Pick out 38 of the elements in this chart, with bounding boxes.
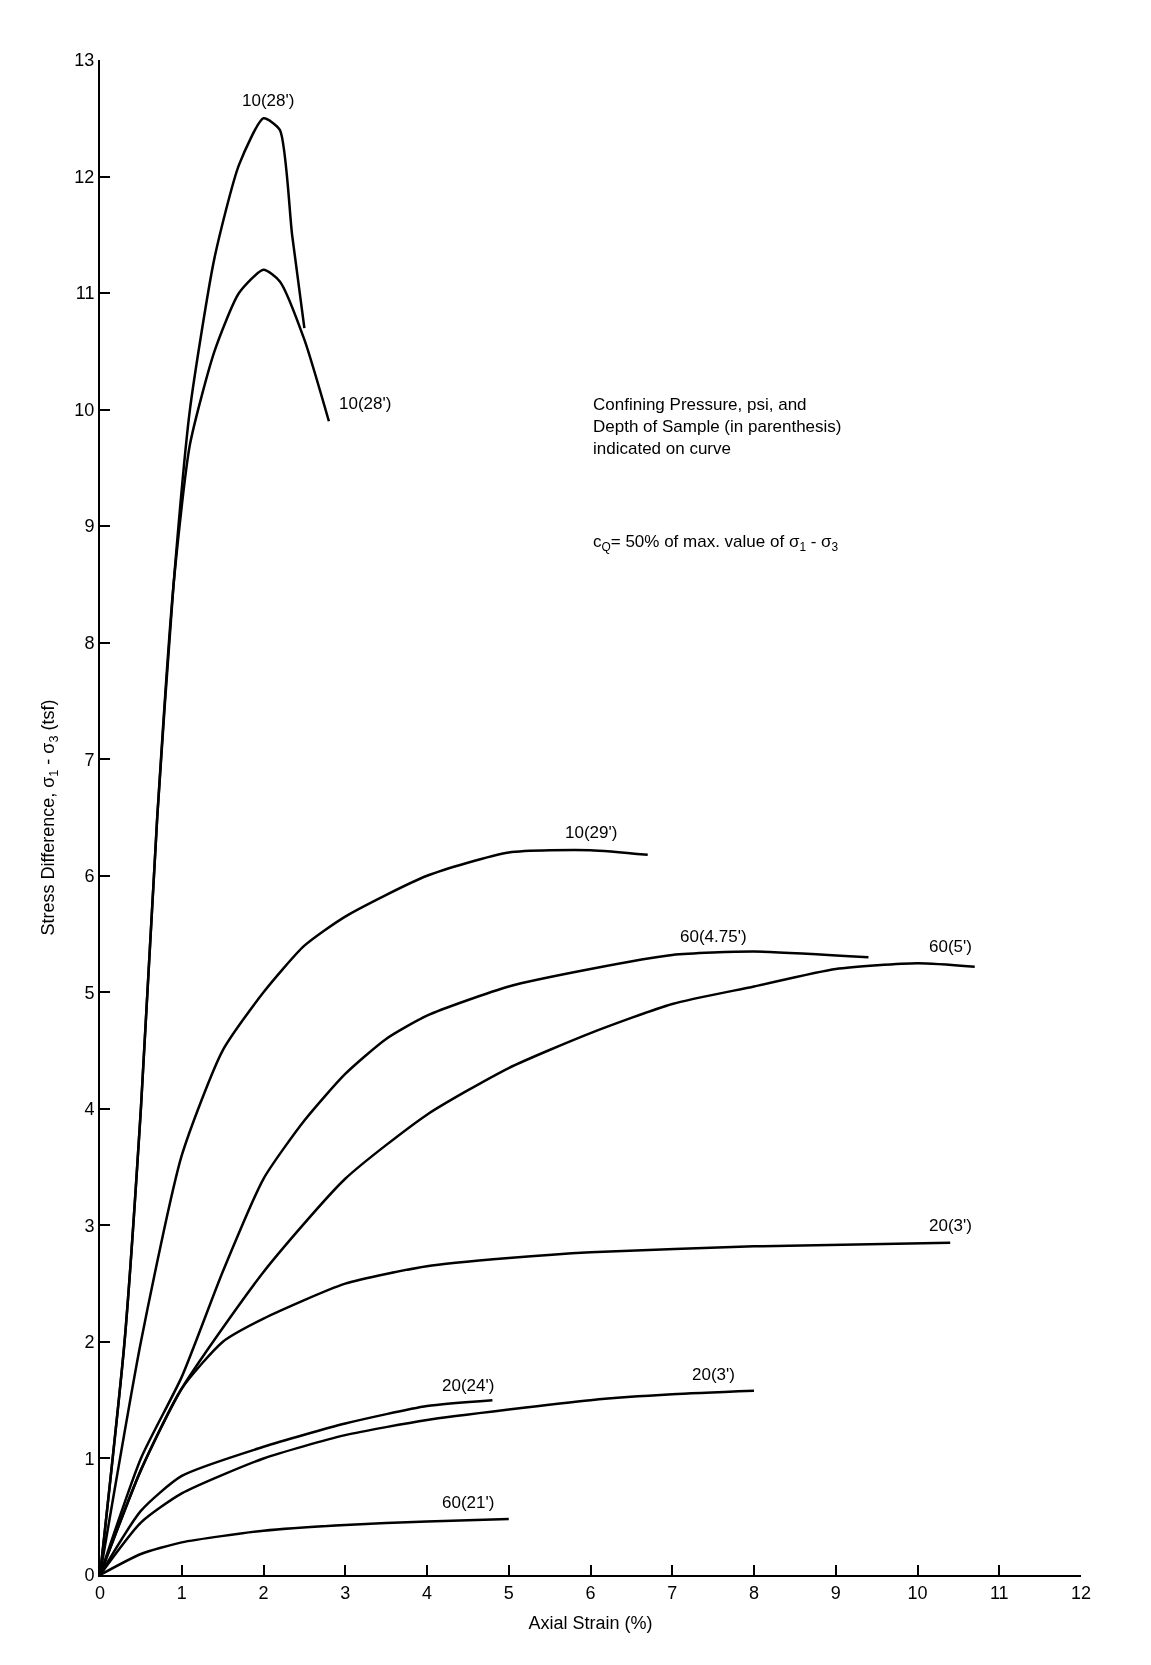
- y-tick-label: 13: [74, 50, 95, 71]
- y-tick-label: 8: [84, 632, 95, 653]
- x-tick-label: 2: [258, 1582, 269, 1603]
- y-tick-label: 5: [84, 982, 95, 1003]
- y-tick-label: 7: [84, 749, 95, 770]
- y-tick-label: 12: [74, 166, 95, 187]
- x-tick-label: 12: [1070, 1582, 1092, 1603]
- y-tick-label: 3: [84, 1215, 95, 1236]
- x-tick-label: 3: [340, 1582, 351, 1603]
- annotation: 20(3'): [692, 1365, 735, 1384]
- x-tick-label: 5: [503, 1582, 514, 1603]
- y-tick-label: 2: [84, 1332, 95, 1353]
- x-axis-title: Axial Strain (%): [528, 1613, 653, 1634]
- y-tick-label: 4: [84, 1099, 95, 1120]
- y-tick-label: 6: [84, 866, 95, 887]
- annotation: c$_{Q}$= 50% of max. value of σ$_{1}$ - σ$_{3}$: [593, 532, 839, 554]
- annotation: Confining Pressure, psi, and Depth of Sample (in parenthesis) indicated on curve: [593, 395, 842, 459]
- x-tick-label: 6: [585, 1582, 596, 1603]
- annotation: 20(24'): [442, 1376, 495, 1395]
- x-tick-label: 8: [748, 1582, 760, 1603]
- annotation: 10(28'): [242, 91, 295, 110]
- annotation: 60(21'): [442, 1493, 495, 1512]
- annotation: 20(3'): [929, 1216, 972, 1235]
- x-tick-label: 11: [989, 1582, 1009, 1603]
- annotation: 60(4.75'): [680, 927, 747, 946]
- x-tick-label: 10: [907, 1582, 928, 1603]
- y-tick-label: 11: [75, 283, 95, 304]
- annotation: 10(29'): [565, 823, 618, 842]
- y-tick-label: 10: [74, 399, 95, 420]
- annotation: 10(28'): [339, 394, 392, 413]
- y-tick-label: 1: [84, 1448, 95, 1469]
- x-tick-label: 9: [830, 1582, 841, 1603]
- x-tick-label: 4: [421, 1582, 433, 1603]
- y-tick-label: 9: [84, 516, 95, 537]
- x-tick-label: 1: [176, 1582, 187, 1603]
- y-tick-label: 0: [84, 1565, 95, 1586]
- annotation: 60(5'): [929, 937, 972, 956]
- x-tick-label: 7: [667, 1582, 678, 1603]
